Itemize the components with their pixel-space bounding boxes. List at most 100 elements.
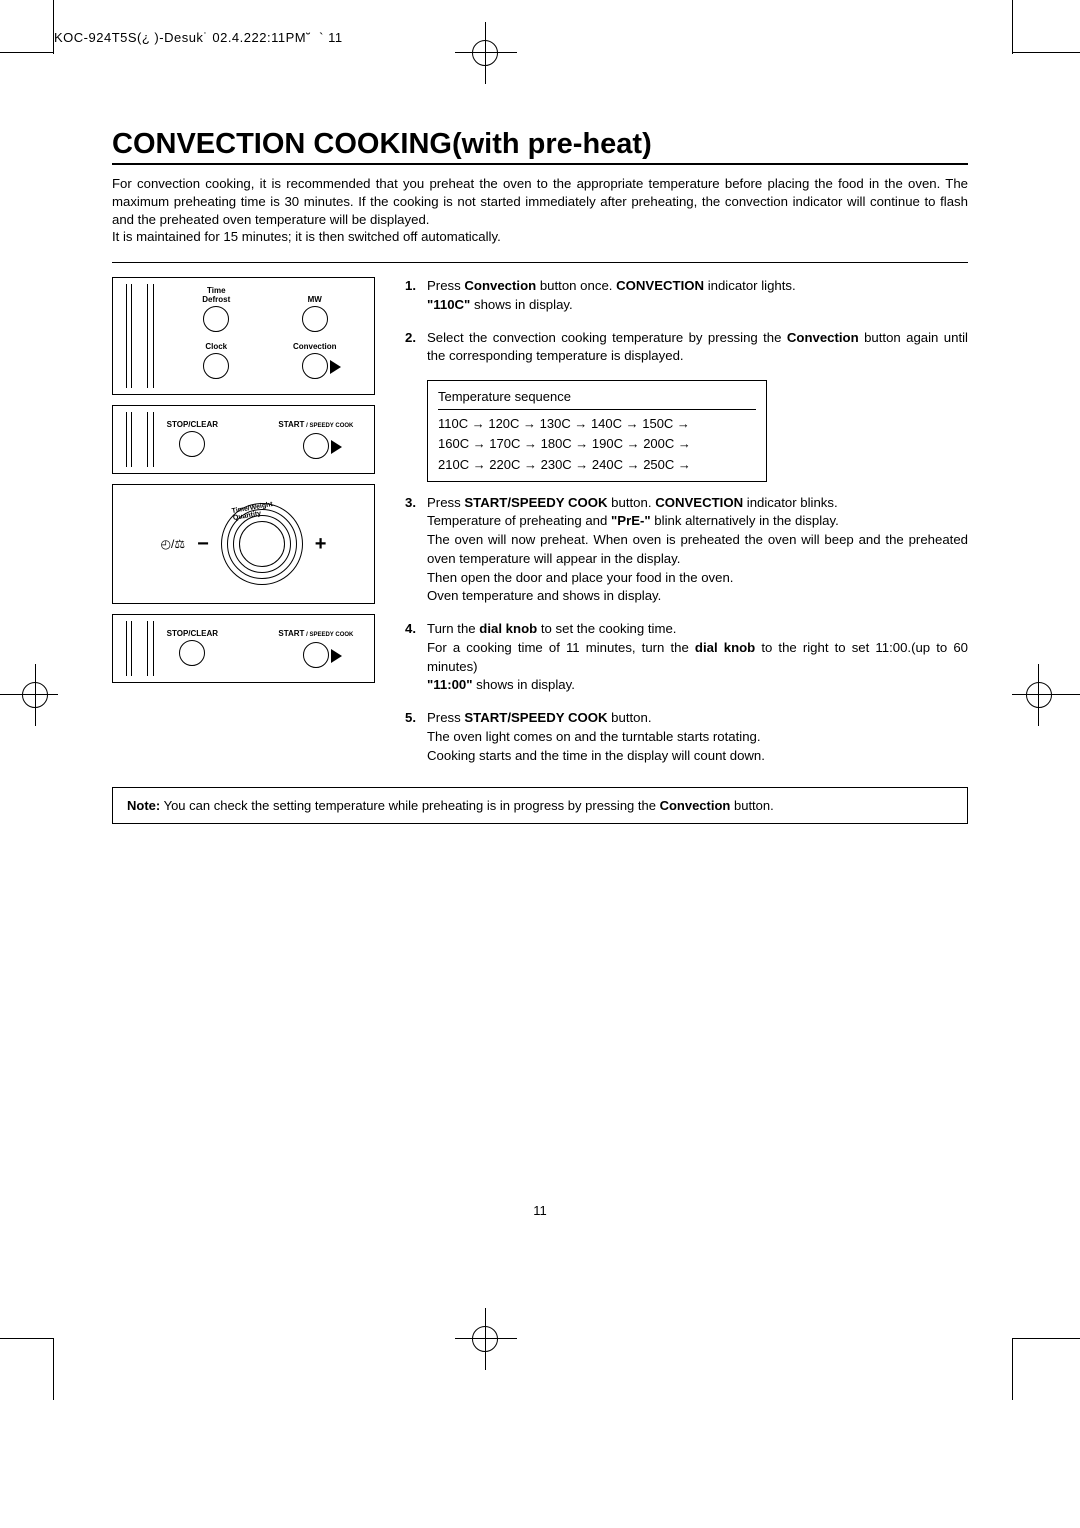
text: dial knob <box>695 640 755 655</box>
text: Then open the door and place your food i… <box>427 570 733 585</box>
text: START/SPEEDY COOK <box>464 495 607 510</box>
text: Press <box>427 278 464 293</box>
crop-mark <box>53 0 54 54</box>
text: "11:00" <box>427 677 473 692</box>
convection-button: Convection <box>270 342 360 379</box>
intro-text: It is maintained for 15 minutes; it is t… <box>112 229 501 244</box>
text: Select the convection cooking temperatur… <box>427 330 787 345</box>
text: button once. <box>536 278 616 293</box>
label: Defrost <box>202 295 230 304</box>
crop-mark <box>0 52 54 53</box>
text: CONVECTION <box>616 278 704 293</box>
text: Convection <box>660 798 731 813</box>
text: button. <box>730 798 773 813</box>
text: button. <box>608 495 656 510</box>
crop-mark <box>0 1338 54 1339</box>
step-3: 3. Press START/SPEEDY COOK button. CONVE… <box>405 494 968 606</box>
text: START/SPEEDY COOK <box>464 710 607 725</box>
stop-clear-button: STOP/CLEAR <box>153 629 232 668</box>
step-2: 2. Select the convection cooking tempera… <box>405 329 968 366</box>
intro-text: For convection cooking, it is recommende… <box>112 176 968 227</box>
step-number: 2. <box>405 329 427 366</box>
text: Press <box>427 495 464 510</box>
text: indicator lights. <box>704 278 796 293</box>
temp-row: 160C → 170C → 180C → 190C → 200C → <box>438 434 756 454</box>
stop-clear-button: STOP/CLEAR <box>153 420 232 459</box>
crop-mark <box>1012 1338 1080 1339</box>
registration-mark <box>35 664 36 726</box>
registration-mark <box>485 22 486 84</box>
text: Oven temperature and shows in display. <box>427 588 661 603</box>
page-content: CONVECTION COOKING(with pre-heat) For co… <box>112 128 968 824</box>
registration-mark <box>1026 682 1052 708</box>
registration-mark <box>485 1308 486 1370</box>
step-number: 3. <box>405 494 427 606</box>
text: For a cooking time of 11 minutes, turn t… <box>427 640 695 655</box>
text: Convection <box>464 278 536 293</box>
text: Temperature of preheating and <box>427 513 611 528</box>
temp-row: 110C → 120C → 130C → 140C → 150C → <box>438 414 756 434</box>
registration-mark <box>1038 664 1039 726</box>
crop-mark <box>1012 52 1080 53</box>
text: Convection <box>787 330 859 345</box>
text: Cooking starts and the time in the displ… <box>427 748 765 763</box>
pointer-icon <box>331 649 342 663</box>
intro-paragraph: For convection cooking, it is recommende… <box>112 175 968 246</box>
page-title: CONVECTION COOKING(with pre-heat) <box>112 128 968 165</box>
text: dial knob <box>479 621 537 636</box>
step-number: 1. <box>405 277 427 314</box>
start-speedy-button: START / SPEEDY COOK <box>268 629 364 668</box>
text: shows in display. <box>473 677 575 692</box>
step-5: 5. Press START/SPEEDY COOK button. The o… <box>405 709 968 765</box>
text: The oven light comes on and the turntabl… <box>427 729 761 744</box>
control-panel-1: TimeDefrost MW Clock <box>112 277 375 395</box>
label: START <box>278 629 304 638</box>
note-box: Note: You can check the setting temperat… <box>112 787 968 824</box>
text: button. <box>608 710 652 725</box>
temperature-sequence-box: Temperature sequence 110C → 120C → 130C … <box>427 380 767 482</box>
step-1: 1. Press Convection button once. CONVECT… <box>405 277 968 314</box>
text: shows in display. <box>470 297 572 312</box>
label: START <box>278 420 304 429</box>
note-label: Note: <box>127 798 160 813</box>
page-number: 11 <box>0 1203 1080 1218</box>
start-speedy-button: START / SPEEDY COOK <box>268 420 364 459</box>
text: indicator blinks. <box>743 495 838 510</box>
text: You can check the setting temperature wh… <box>160 798 659 813</box>
clock-icon: ◴/⚖ <box>161 537 186 551</box>
registration-mark <box>455 1338 517 1339</box>
temp-row: 210C → 220C → 230C → 240C → 250C → <box>438 455 756 475</box>
text: CONVECTION <box>655 495 743 510</box>
doc-meta-line: KOC-924T5S(¿ )-Desuk˙ 02.4.222:11PM˘ ` 1… <box>54 30 343 45</box>
dial-panel: ◴/⚖ − Time/Weight Quantity + <box>112 484 375 604</box>
divider <box>112 262 968 263</box>
mw-button: MW <box>270 286 360 332</box>
step-4: 4. Turn the dial knob to set the cooking… <box>405 620 968 695</box>
text: Turn the <box>427 621 479 636</box>
crop-mark <box>1012 1338 1013 1400</box>
minus-icon: − <box>197 533 209 556</box>
pointer-icon <box>331 440 342 454</box>
crop-mark <box>53 1338 54 1400</box>
label: Time <box>207 286 226 295</box>
clock-button: Clock <box>171 342 261 379</box>
control-panel-4: STOP/CLEAR START / SPEEDY COOK <box>112 614 375 683</box>
crop-mark <box>1012 0 1013 54</box>
diagram-column: TimeDefrost MW Clock <box>112 277 375 765</box>
text: "PrE-" <box>611 513 651 528</box>
step-number: 4. <box>405 620 427 695</box>
text: blink alternatively in the display. <box>651 513 839 528</box>
label: / SPEEDY COOK <box>304 423 353 429</box>
steps-column: 1. Press Convection button once. CONVECT… <box>405 277 968 765</box>
pointer-icon <box>330 360 341 374</box>
plus-icon: + <box>315 533 327 556</box>
text: The oven will now preheat. When oven is … <box>427 532 968 566</box>
text: Press <box>427 710 464 725</box>
step-number: 5. <box>405 709 427 765</box>
temp-box-header: Temperature sequence <box>438 387 756 410</box>
dial-knob: Time/Weight Quantity <box>221 503 303 585</box>
text: to set the cooking time. <box>537 621 676 636</box>
time-defrost-button: TimeDefrost <box>171 286 261 332</box>
text: "110C" <box>427 297 470 312</box>
registration-mark <box>455 52 517 53</box>
